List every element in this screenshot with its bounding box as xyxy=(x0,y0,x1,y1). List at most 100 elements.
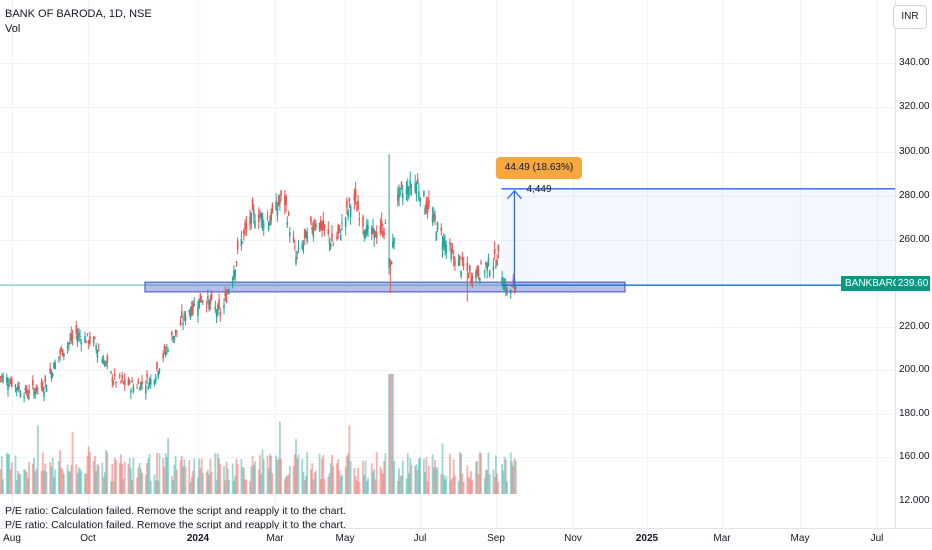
volume-bar xyxy=(380,469,383,494)
volume-bar xyxy=(269,453,271,494)
candle-body xyxy=(209,299,212,305)
candle-body xyxy=(372,227,374,229)
volume-bar xyxy=(409,457,412,494)
volume-bar xyxy=(419,457,422,494)
candle-body xyxy=(208,300,210,310)
volume-bar xyxy=(435,468,438,494)
pe-ratio-error-message-2: P/E ratio: Calculation failed. Remove th… xyxy=(5,519,346,529)
candle-body xyxy=(240,238,243,247)
candle-body xyxy=(210,292,213,300)
candle-body xyxy=(148,379,151,382)
volume-bar xyxy=(322,455,325,494)
volume-bar xyxy=(174,455,177,494)
volume-bar xyxy=(450,480,453,494)
candle-body xyxy=(190,305,193,315)
candle-body xyxy=(471,275,474,282)
volume-bar xyxy=(287,474,290,494)
volume-bar xyxy=(476,460,479,494)
volume-bar xyxy=(336,463,338,494)
candle-body xyxy=(28,390,30,395)
candle-body xyxy=(153,380,156,385)
volume-indicator-label[interactable]: Vol xyxy=(5,23,21,35)
volume-bar xyxy=(80,470,83,494)
volume-bar xyxy=(122,478,125,494)
support-zone-rectangle[interactable] xyxy=(144,281,626,293)
volume-bar xyxy=(215,479,218,494)
volume-bar xyxy=(137,467,140,494)
candle-body xyxy=(485,262,487,266)
volume-bar xyxy=(210,471,213,494)
candle-body xyxy=(367,226,369,230)
volume-bar xyxy=(131,480,134,494)
volume-bar xyxy=(337,459,340,494)
candle-body xyxy=(470,279,472,282)
volume-bar xyxy=(10,462,13,494)
candle-body xyxy=(435,232,438,241)
volume-bar xyxy=(494,455,497,494)
candle-body xyxy=(423,191,425,196)
volume-bar xyxy=(471,480,474,494)
volume-bar xyxy=(501,463,503,494)
candle-body xyxy=(14,384,17,388)
volume-bar xyxy=(153,474,156,494)
volume-bar xyxy=(418,458,420,494)
candle-body xyxy=(110,371,112,373)
volume-bar xyxy=(118,463,121,494)
volume-bar xyxy=(400,475,403,494)
volume-bar xyxy=(92,461,95,494)
candle-body xyxy=(357,200,359,211)
candle-body xyxy=(444,240,446,248)
volume-bar xyxy=(41,452,44,494)
volume-bar xyxy=(95,470,98,494)
volume-bar xyxy=(396,480,399,494)
candle-body xyxy=(267,222,270,231)
candle-body xyxy=(329,244,332,248)
candle-body xyxy=(310,216,312,223)
candle-body xyxy=(293,246,296,248)
volume-bar xyxy=(408,473,410,494)
volume-bar xyxy=(54,469,57,494)
last-price-tag: 239.60 xyxy=(896,276,930,291)
volume-bar xyxy=(461,473,464,494)
volume-bar xyxy=(179,460,182,494)
candle-body xyxy=(54,362,56,369)
volume-bar xyxy=(432,467,435,494)
candle-body xyxy=(113,373,116,376)
candle-body xyxy=(347,210,349,217)
candle-body xyxy=(0,376,2,378)
price-range-measure[interactable] xyxy=(501,188,895,286)
candle-body xyxy=(501,277,503,284)
volume-bar xyxy=(266,455,269,494)
volume-bar xyxy=(102,477,105,494)
volume-bar xyxy=(312,479,315,494)
candle-body xyxy=(84,336,86,343)
candle-body xyxy=(364,234,367,239)
volume-bar xyxy=(398,468,400,494)
volume-bar xyxy=(173,464,176,494)
volume-bar xyxy=(260,473,263,494)
candle-body xyxy=(66,345,69,348)
volume-bar xyxy=(485,469,487,494)
candle-body xyxy=(318,222,321,231)
candle-body xyxy=(306,231,308,242)
volume-bar xyxy=(332,466,335,494)
volume-bar xyxy=(206,470,209,494)
candle-body xyxy=(193,303,196,306)
candle-body xyxy=(176,330,178,332)
volume-bar xyxy=(25,472,28,494)
candle-body xyxy=(179,321,182,326)
candle-body xyxy=(128,380,131,384)
currency-button[interactable]: INR xyxy=(893,5,927,29)
volume-bar xyxy=(26,478,29,494)
volume-bar xyxy=(314,470,317,494)
candle-body xyxy=(425,201,428,210)
volume-bar xyxy=(426,481,429,494)
candle-body xyxy=(217,305,219,315)
volume-bar xyxy=(458,452,461,494)
candle-body xyxy=(86,333,89,335)
candle-body xyxy=(261,214,264,226)
volume-bar xyxy=(113,457,116,494)
candle-body xyxy=(415,182,418,194)
volume-bar xyxy=(390,374,393,494)
